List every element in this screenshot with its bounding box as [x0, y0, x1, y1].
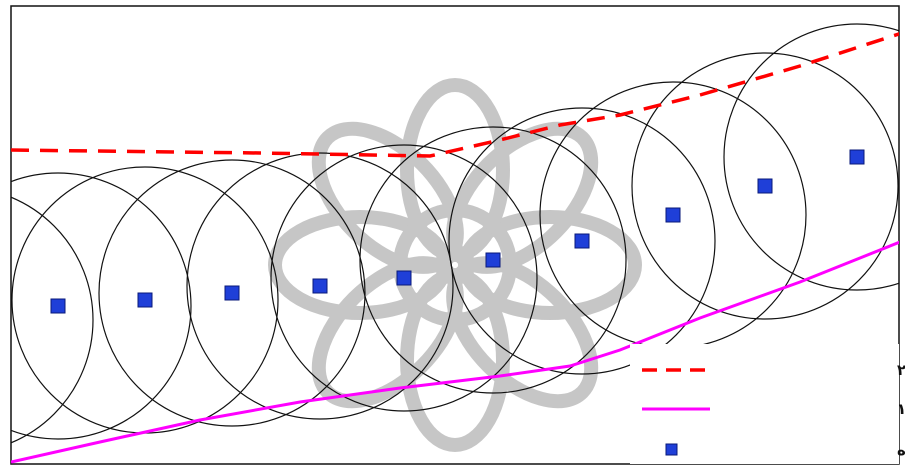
buffer-circle	[631, 52, 899, 320]
shoreline-2014-line	[11, 32, 899, 158]
circle-center-points	[50, 149, 865, 314]
circle-center-point	[574, 233, 590, 249]
buffer-circle	[270, 144, 538, 412]
legend-label-circle-center: نقطه مرکزی دایره	[897, 441, 905, 459]
buffer-circle	[98, 159, 366, 427]
circle-center-point	[224, 285, 240, 301]
circle-center-point	[312, 278, 328, 294]
shoreline-1955-line	[11, 240, 899, 464]
watermark-star-icon	[268, 78, 642, 452]
circle-center-point	[665, 207, 681, 223]
buffer-circle	[448, 107, 716, 375]
legend-label-shoreline-1955: خط ساحلی ۱۹۵۵	[897, 400, 905, 418]
buffer-circle	[186, 152, 454, 420]
circle-center-point	[396, 270, 412, 286]
circle-center-point	[757, 178, 773, 194]
legend-label-shoreline-2014: خط ساحلی ۲۰۱۴	[897, 361, 905, 379]
buffer-circles	[11, 23, 899, 444]
legend: خط ساحلی ۲۰۱۴ خط ساحلی ۱۹۵۵ نقطه مرکزی د…	[630, 344, 905, 464]
buffer-circle	[359, 126, 627, 394]
frame-border	[10, 5, 900, 465]
legend-symbol-blue-square	[665, 443, 678, 456]
buffer-circle	[723, 23, 899, 291]
buffer-circle	[11, 172, 192, 440]
buffer-circle	[11, 196, 94, 444]
circle-center-point	[849, 149, 865, 165]
circle-center-point	[137, 292, 153, 308]
circle-center-point	[485, 252, 501, 268]
circle-center-point	[50, 298, 66, 314]
